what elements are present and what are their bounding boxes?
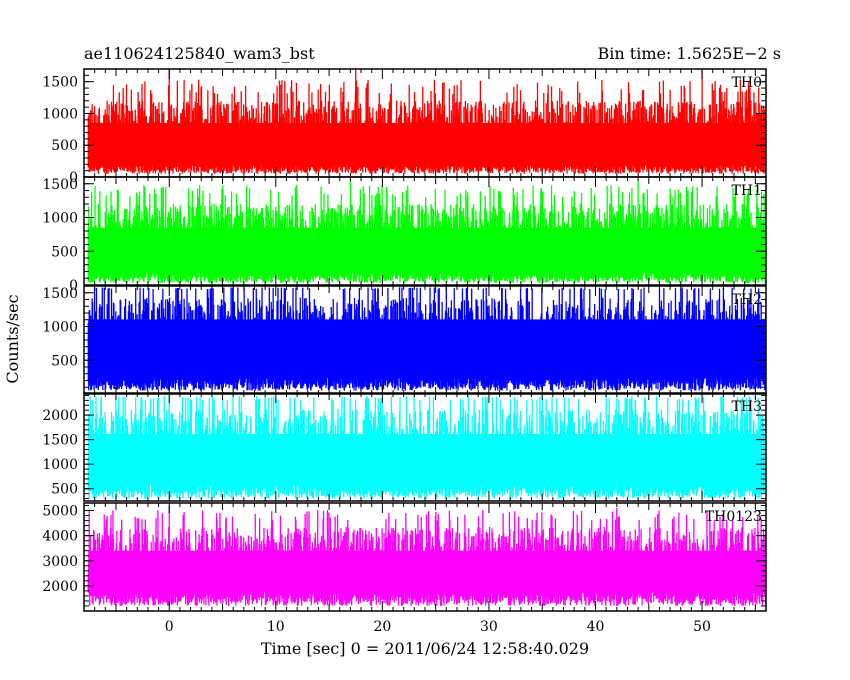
ytick-label-th1-1000: 1000 [42,211,78,227]
xtick-label-30: 30 [480,619,498,635]
ytick-label-th0-1000: 1000 [42,106,78,122]
panel-th0: TH0 0 500 1000 1500 [42,68,767,186]
chart-title-right: Bin time: 1.5625E−2 s [598,44,781,63]
chart-title-left: ae110624125840_wam3_bst [84,44,315,63]
panel-th2: TH2 500 1000 1500 [42,285,767,395]
ytick-label-th0-0: 0 [69,170,78,186]
ytick-label-th0123-2000: 2000 [42,579,78,595]
ytick-label-th0123-3000: 3000 [42,554,78,570]
panel-label-th0123: TH0123 [705,509,762,525]
series-line-th0 [87,69,766,174]
panel-th1: TH1 0 500 1000 1500 [42,176,767,294]
ytick-label-th0123-4000: 4000 [42,529,78,545]
ytick-label-th0-500: 500 [51,138,78,154]
ytick-label-th0-1500: 1500 [42,75,78,91]
ytick-label-th0123-5000: 5000 [42,504,78,520]
panels-group: TH0050010001500TH1050010001500TH25001000… [42,68,767,635]
xtick-label-10: 10 [267,619,285,635]
ytick-label-th3-1500: 1500 [42,433,78,449]
ytick-label-th1-1500: 1500 [42,177,78,193]
series-line-th3 [87,395,766,499]
panel-th3: TH3 500 1000 1500 2000 [42,392,767,502]
y-axis-label: Counts/sec [3,294,22,383]
panel-label-th0: TH0 [732,75,762,91]
xtick-label-50: 50 [693,619,711,635]
xtick-label-40: 40 [587,619,605,635]
panel-th0123: TH0123 2000 3000 4000 5000 0 10 20 30 40 50 [42,502,767,635]
panel-label-th1: TH1 [732,183,762,199]
xtick-label-20: 20 [373,619,391,635]
series-line-th1 [87,177,766,283]
ytick-label-th3-1000: 1000 [42,457,78,473]
panel-label-th3: TH3 [732,399,762,415]
series-line-th0123 [87,505,766,606]
panel-label-th2: TH2 [732,292,762,308]
ytick-label-th3-2000: 2000 [42,408,78,424]
ytick-label-th2-500: 500 [51,353,78,369]
series-line-th2 [87,286,766,391]
xtick-label-0: 0 [165,619,174,635]
ytick-label-th2-1500: 1500 [42,286,78,302]
ytick-label-th2-1000: 1000 [42,320,78,336]
ytick-label-th1-0: 0 [69,278,78,294]
ytick-label-th1-500: 500 [51,244,78,260]
x-axis-label: Time [sec] 0 = 2011/06/24 12:58:40.029 [261,639,589,658]
ytick-label-th3-500: 500 [51,482,78,498]
